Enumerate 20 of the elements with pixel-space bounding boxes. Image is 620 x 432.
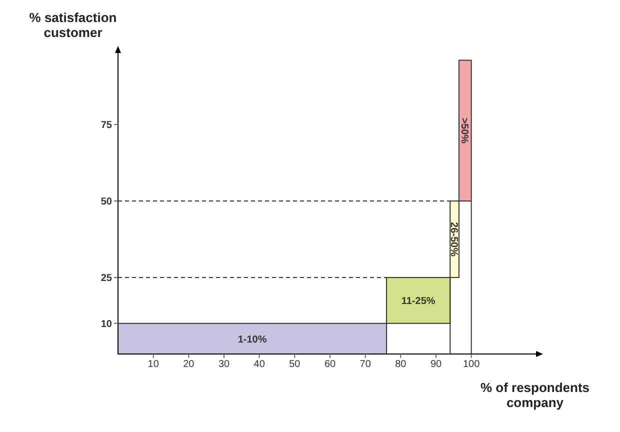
category-label: 26-50% [448, 222, 459, 256]
x-tick-label: 90 [430, 359, 442, 370]
x-axis-title: % of respondents company [479, 380, 591, 410]
x-tick-label: 10 [148, 359, 160, 370]
x-tick-label: 100 [462, 359, 480, 370]
y-tick-label: 10 [100, 318, 112, 330]
y-axis-title: % satisfaction customer [28, 10, 118, 40]
x-tick-label: 60 [324, 359, 336, 370]
x-tick-label: 70 [360, 359, 372, 370]
y-tick-label: 25 [100, 273, 112, 284]
y-tick-label: 75 [100, 120, 112, 132]
x-tick-label: 30 [218, 359, 230, 370]
x-tick-label: 50 [289, 359, 301, 370]
category-label: 11-25% [401, 296, 436, 307]
category-label: 1-10% [238, 334, 267, 346]
x-tick-label: 20 [183, 359, 195, 370]
y-tick-label: 50 [100, 196, 112, 208]
x-tick-label: 40 [254, 359, 266, 370]
x-tick-label: 80 [395, 359, 407, 370]
category-label: >50% [458, 118, 470, 144]
